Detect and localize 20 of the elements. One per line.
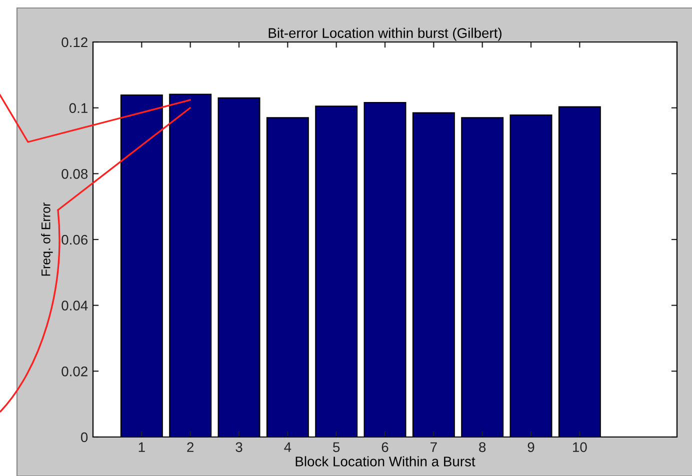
x-tick-label: 2 — [187, 442, 194, 452]
x-tick-label: 3 — [236, 442, 242, 452]
x-tick-label: 1 — [138, 442, 145, 452]
x-tick-label: 9 — [528, 442, 534, 452]
x-tick-label: 8 — [479, 442, 486, 452]
x-tick-label: 6 — [382, 442, 388, 452]
y-tick-label: 0.02 — [62, 366, 88, 376]
y-tick-label: 0.04 — [62, 300, 88, 311]
y-tick-label: 0.08 — [62, 169, 88, 179]
x-tick-label: 4 — [284, 442, 292, 452]
x-tick-label: 10 — [573, 442, 587, 452]
y-axis-title: Freq. of Error — [41, 202, 53, 276]
y-tick-label: 0 — [80, 432, 88, 442]
x-tick-label: 7 — [430, 442, 437, 452]
x-axis-title: Block Location Within a Burst — [296, 456, 476, 466]
y-tick-label: 0.06 — [62, 234, 88, 245]
x-tick-label: 5 — [333, 442, 340, 452]
chart-title: Bit-error Location within burst (Gilbert) — [268, 28, 502, 41]
y-tick-label: 0.1 — [69, 103, 88, 114]
y-tick-label: 0.12 — [62, 37, 88, 48]
